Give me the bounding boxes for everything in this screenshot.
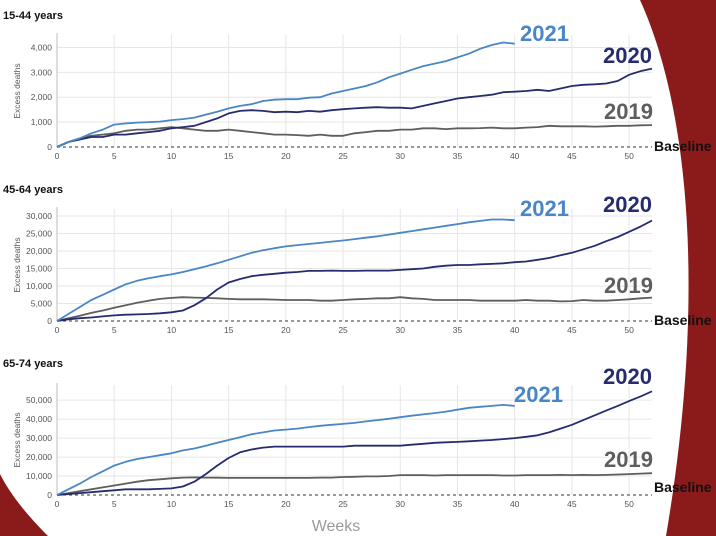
series-line-2019: [56, 296, 653, 322]
y-tick-label: 20,000: [26, 452, 52, 462]
x-tick-label: 30: [396, 325, 406, 335]
y-tick-label: 1,000: [31, 117, 53, 127]
x-tick-label: 25: [338, 325, 348, 335]
y-tick-label: 15,000: [26, 264, 52, 274]
y-tick-label: 40,000: [26, 414, 52, 424]
x-tick-label: 35: [453, 325, 463, 335]
baseline-label: Baseline: [654, 479, 712, 495]
baseline-label: Baseline: [654, 138, 712, 154]
x-tick-label: 30: [396, 499, 406, 509]
x-tick-label: 50: [624, 325, 634, 335]
x-tick-label: 35: [453, 151, 463, 161]
series-line-2020: [56, 390, 653, 496]
x-tick-label: 5: [112, 325, 117, 335]
y-tick-label: 10,000: [26, 281, 52, 291]
x-tick-label: 25: [338, 151, 348, 161]
x-tick-label: 10: [167, 499, 177, 509]
series-line-2020: [56, 219, 653, 322]
x-tick-label: 5: [112, 151, 117, 161]
panel-title: 45-64 years: [3, 184, 63, 196]
panel-45-64: 45-64 years 0 5,000 10,000 15,000 20,000 25,00…: [3, 184, 712, 335]
series-line-2019: [56, 124, 653, 148]
y-tick-label: 0: [47, 142, 52, 152]
x-tick-label: 10: [167, 325, 177, 335]
x-tick-label: 45: [567, 325, 577, 335]
x-tick-label: 5: [112, 499, 117, 509]
baseline-label: Baseline: [654, 312, 712, 328]
series-label-2021: 2021: [520, 21, 569, 46]
series-label-2020: 2020: [603, 192, 652, 217]
x-tick-label: 15: [224, 499, 234, 509]
x-tick-label: 20: [281, 499, 291, 509]
series-label-2019: 2019: [604, 273, 653, 298]
x-tick-label: 15: [224, 325, 234, 335]
panel-15-44: 15-44 years 0 1,000 2,000 3,000 4,000 0 5 10 15 20…: [3, 10, 712, 161]
y-tick-label: 30,000: [26, 211, 52, 221]
y-tick-label: 0: [47, 490, 52, 500]
y-axis-label: Excess deaths: [12, 412, 22, 467]
series-label-2019: 2019: [604, 447, 653, 472]
x-tick-label: 45: [567, 151, 577, 161]
panel-title: 65-74 years: [3, 358, 63, 370]
x-axis-title: Weeks: [312, 518, 361, 535]
x-tick-label: 45: [567, 499, 577, 509]
series-label-2020: 2020: [603, 43, 652, 68]
panel-65-74: 65-74 years 0 10,000 20,000 30,000 40,000 50,0…: [3, 358, 712, 509]
series-label-2020: 2020: [603, 364, 652, 389]
x-tick-label: 0: [55, 499, 60, 509]
x-tick-label: 0: [55, 325, 60, 335]
x-tick-label: 40: [510, 151, 520, 161]
x-tick-label: 25: [338, 499, 348, 509]
series-label-2021: 2021: [514, 382, 563, 407]
y-axis-label: Excess deaths: [12, 63, 22, 118]
series-line-2021: [56, 218, 515, 322]
series-line-2020: [56, 67, 653, 148]
panel-title: 15-44 years: [3, 10, 63, 22]
x-tick-label: 40: [510, 325, 520, 335]
y-tick-label: 3,000: [31, 67, 53, 77]
series-label-2021: 2021: [520, 196, 569, 221]
y-tick-label: 10,000: [26, 471, 52, 481]
x-tick-label: 30: [396, 151, 406, 161]
y-tick-label: 4,000: [31, 42, 53, 52]
x-tick-label: 0: [55, 151, 60, 161]
x-tick-label: 50: [624, 151, 634, 161]
series-line-2019: [56, 472, 653, 496]
series-line-2021: [56, 41, 515, 148]
x-tick-label: 10: [167, 151, 177, 161]
y-tick-label: 30,000: [26, 433, 52, 443]
x-tick-label: 20: [281, 325, 291, 335]
y-axis-label: Excess deaths: [12, 237, 22, 292]
y-tick-label: 0: [47, 316, 52, 326]
y-tick-label: 50,000: [26, 395, 52, 405]
y-tick-label: 25,000: [26, 229, 52, 239]
series-label-2019: 2019: [604, 99, 653, 124]
y-tick-label: 2,000: [31, 92, 53, 102]
y-tick-label: 20,000: [26, 246, 52, 256]
y-tick-label: 5,000: [31, 299, 53, 309]
series-line-2021: [56, 404, 515, 496]
x-tick-label: 15: [224, 151, 234, 161]
x-tick-label: 20: [281, 151, 291, 161]
x-tick-label: 40: [510, 499, 520, 509]
x-tick-label: 35: [453, 499, 463, 509]
x-tick-label: 50: [624, 499, 634, 509]
